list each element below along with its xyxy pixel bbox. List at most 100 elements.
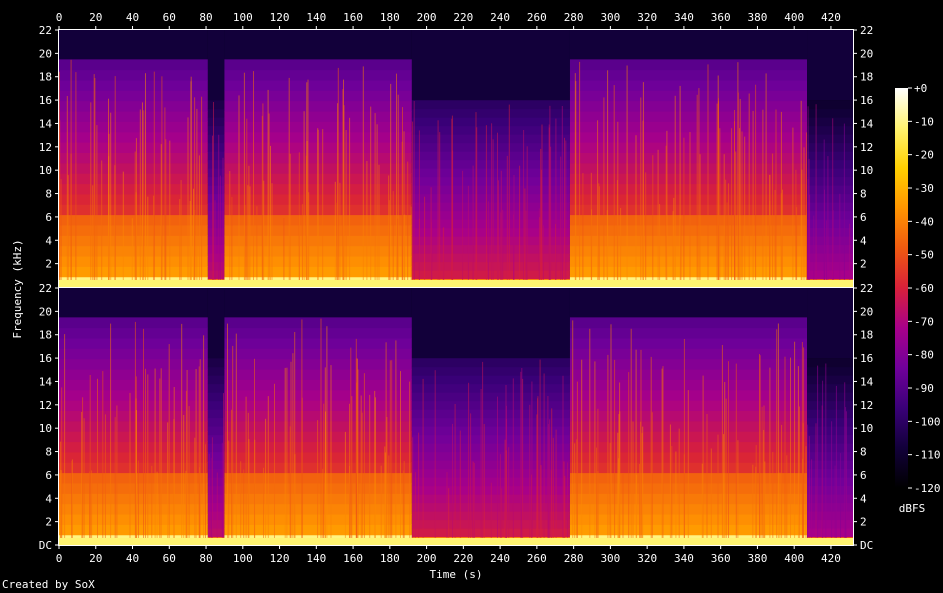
x-tick-bottom-label: 380 — [747, 552, 767, 565]
transient-streak — [306, 141, 308, 287]
axes-layer: 0 0 20 20 40 40 60 60 80 80 100 100 120 120 140 140 160 1… — [39, 11, 874, 565]
transient-streak — [761, 406, 763, 545]
transient-streak — [609, 443, 611, 545]
transient-streak — [806, 132, 808, 287]
transient-streak — [339, 182, 341, 287]
transient-streak — [706, 414, 708, 545]
transient-streak — [628, 372, 630, 545]
transient-streak — [538, 208, 540, 287]
spectral-band — [569, 59, 808, 71]
spectral-band — [224, 400, 412, 411]
transient-streak — [139, 109, 141, 287]
transient-streak — [657, 149, 659, 287]
transient-streak — [752, 464, 754, 545]
noise-floor — [807, 30, 853, 101]
transient-streak — [832, 210, 834, 287]
y-tick-left-label: 16 — [39, 94, 52, 107]
transient-streak — [337, 67, 339, 288]
transient-streak — [385, 342, 387, 545]
spectral-band — [207, 261, 225, 271]
transient-streak — [752, 110, 754, 288]
transient-streak — [363, 373, 365, 545]
transient-streak — [71, 460, 73, 545]
channel-1-plot — [59, 30, 853, 288]
transient-streak — [134, 321, 136, 545]
transient-streak — [349, 117, 351, 287]
transient-streak — [780, 111, 782, 288]
spectral-band — [807, 409, 853, 419]
transient-streak — [674, 95, 676, 287]
colorbar-tick-label: +0 — [914, 82, 927, 95]
transient-streak — [414, 472, 416, 545]
y-axis-label: Frequency (kHz) — [11, 239, 24, 338]
transient-streak — [675, 451, 677, 545]
spectral-band — [224, 410, 412, 422]
x-tick-bottom-label: 400 — [784, 552, 804, 565]
transient-streak — [83, 418, 85, 545]
y-tick-left-label: DC — [39, 539, 52, 552]
transient-streak — [198, 155, 200, 287]
spectral-band — [224, 337, 412, 349]
transient-streak — [59, 120, 61, 287]
spectral-band — [59, 493, 208, 505]
transient-streak — [724, 382, 726, 545]
y-tick-left-label: 4 — [45, 492, 52, 505]
x-tick-top-label: 120 — [270, 11, 290, 24]
y-tick-right-label: 20 — [860, 47, 873, 60]
transient-streak — [459, 430, 461, 545]
x-tick-top-label: 60 — [163, 11, 176, 24]
transient-streak — [717, 434, 719, 545]
transient-streak — [472, 461, 474, 545]
x-tick-top-label: 140 — [306, 11, 326, 24]
transient-streak — [247, 412, 249, 545]
transient-streak — [542, 225, 544, 287]
transient-streak — [122, 171, 124, 287]
noise-floor — [569, 30, 808, 60]
spectral-band — [807, 210, 853, 220]
spectral-band — [807, 270, 853, 280]
transient-streak — [430, 187, 432, 287]
transient-streak — [404, 214, 406, 287]
x-tick-bottom-label: 40 — [126, 552, 139, 565]
spectral-band — [224, 69, 412, 81]
transient-streak — [442, 227, 444, 287]
y-tick-left-label: 16 — [39, 352, 52, 365]
spectral-band — [807, 451, 853, 461]
transient-streak — [680, 218, 682, 287]
transient-streak — [418, 130, 420, 287]
transient-streak — [630, 328, 632, 545]
transient-streak — [666, 130, 668, 287]
spectral-band — [59, 337, 208, 349]
x-tick-top-label: 0 — [56, 11, 63, 24]
transient-streak — [70, 59, 72, 287]
transient-streak — [271, 183, 273, 287]
transient-streak — [701, 463, 703, 545]
x-tick-top-label: 20 — [89, 11, 102, 24]
spectral-band — [59, 110, 208, 122]
transient-streak — [198, 366, 200, 545]
y-tick-left-label: 6 — [45, 211, 52, 224]
transient-streak — [402, 470, 404, 545]
transient-streak — [536, 414, 538, 545]
spectral-band — [569, 183, 808, 195]
spectral-band — [224, 493, 412, 505]
transient-streak — [726, 202, 728, 287]
transient-streak — [827, 156, 829, 287]
colorbar-tick-label: -70 — [914, 315, 934, 328]
transient-streak — [245, 396, 247, 545]
transient-streak — [267, 396, 269, 545]
transient-streak — [801, 169, 803, 287]
spectral-band — [569, 358, 808, 370]
transient-streak — [824, 189, 825, 287]
spectral-band — [411, 261, 570, 271]
spectral-band — [411, 185, 570, 195]
transient-streak — [274, 383, 275, 545]
transient-streak — [292, 353, 294, 545]
spectral-band — [59, 204, 208, 216]
transient-streak — [320, 318, 322, 545]
x-tick-bottom-label: 320 — [637, 552, 657, 565]
transient-streak — [813, 215, 815, 287]
transient-streak — [492, 139, 494, 287]
transient-streak — [549, 105, 551, 287]
y-tick-left-label: 20 — [39, 47, 52, 60]
